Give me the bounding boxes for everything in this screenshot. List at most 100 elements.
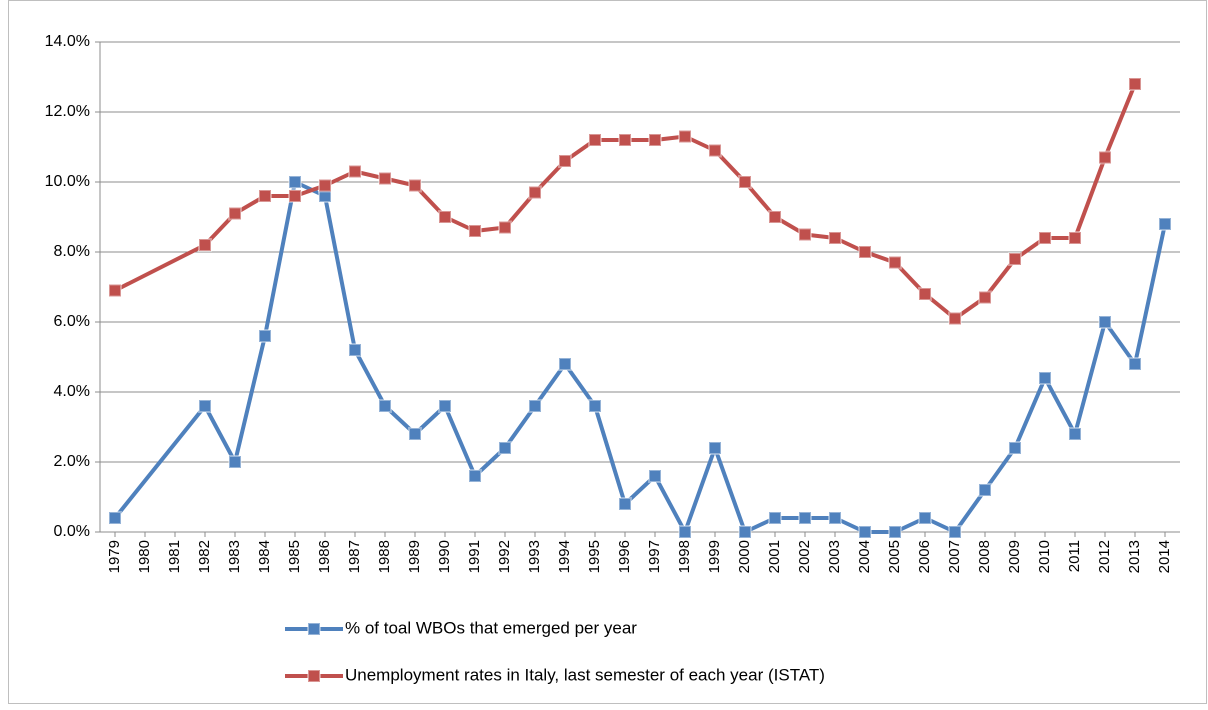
legend-label: Unemployment rates in Italy, last semest… [345,665,825,684]
x-tick-label: 1995 [586,540,603,573]
point [468,469,482,483]
point [528,399,542,413]
point [738,175,752,189]
point [228,455,242,469]
point [348,343,362,357]
x-tick-label: 1990 [436,540,453,573]
x-tick-label: 1992 [496,540,513,573]
y-tick-label: 2.0% [54,453,90,470]
x-tick-label: 1982 [196,540,213,573]
y-tick-label: 0.0% [54,523,90,540]
point [1038,371,1052,385]
y-tick-label: 4.0% [54,383,90,400]
x-tick-label: 1997 [646,540,663,573]
y-tick-label: 14.0% [45,33,90,50]
point [1008,441,1022,455]
point [948,525,962,539]
point [888,255,902,270]
x-tick-label: 2001 [766,540,783,573]
point [1038,231,1052,245]
x-tick-label: 1988 [376,540,393,573]
x-tick-label: 2006 [916,540,933,573]
x-tick-label: 1981 [166,540,183,573]
y-tick-label: 6.0% [54,313,90,330]
point [618,133,632,147]
point [708,143,722,158]
x-tick-label: 1996 [616,540,633,573]
point [378,399,392,413]
point [468,224,482,238]
x-tick-label: 1983 [226,540,243,573]
x-tick-label: 1999 [706,540,723,573]
point [558,154,572,168]
x-tick-label: 1986 [316,540,333,573]
point [678,129,692,144]
point [858,525,872,539]
point [378,171,392,186]
point [1068,427,1082,441]
point [858,245,872,259]
point [198,399,212,413]
point [558,357,572,371]
point [798,511,812,525]
point [258,189,272,203]
point [288,189,302,203]
point [768,511,782,525]
point [708,441,722,455]
x-tick-label: 1989 [406,540,423,573]
x-tick-label: 1994 [556,540,573,573]
x-tick-label: 2012 [1096,540,1113,573]
point [1008,252,1022,266]
point [438,399,452,413]
point [798,227,812,242]
point [528,185,542,200]
point [288,175,302,189]
x-tick-label: 2002 [796,540,813,573]
x-tick-label: 2003 [826,540,843,573]
x-tick-label: 1991 [466,540,483,573]
x-tick-label: 1998 [676,540,693,573]
point [618,497,632,511]
legend-marker [307,669,321,683]
x-tick-label: 2013 [1126,540,1143,573]
point [108,283,122,298]
legend-marker [307,622,321,636]
y-tick-label: 10.0% [45,173,90,190]
x-tick-label: 2014 [1156,540,1173,573]
point [438,210,452,224]
point [678,525,692,539]
point [978,290,992,305]
point [228,206,242,221]
point [918,287,932,301]
x-tick-label: 2000 [736,540,753,573]
point [768,210,782,224]
x-tick-label: 1984 [256,540,273,573]
x-tick-label: 1980 [136,540,153,573]
point [828,511,842,525]
point [408,427,422,441]
x-tick-label: 1979 [106,540,123,573]
x-tick-label: 2005 [886,540,903,573]
x-tick-label: 1987 [346,540,363,573]
point [318,178,332,193]
chart-frame [8,0,1207,704]
point [648,469,662,483]
point [828,231,842,245]
point [1098,150,1112,165]
point [108,511,122,525]
y-tick-label: 12.0% [45,103,90,120]
point [498,441,512,455]
x-tick-label: 2011 [1066,540,1083,572]
x-tick-label: 1985 [286,540,303,573]
point [1068,231,1082,245]
series-line [113,180,1167,534]
point [1158,217,1172,231]
point [918,511,932,525]
point [408,178,422,193]
point [498,220,512,235]
x-tick-label: 2007 [946,540,963,573]
y-tick-label: 8.0% [54,243,90,260]
x-tick-label: 1993 [526,540,543,573]
legend-label: % of toal WBOs that emerged per year [345,618,637,637]
